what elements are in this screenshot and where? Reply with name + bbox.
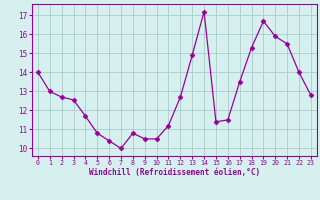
- X-axis label: Windchill (Refroidissement éolien,°C): Windchill (Refroidissement éolien,°C): [89, 168, 260, 177]
